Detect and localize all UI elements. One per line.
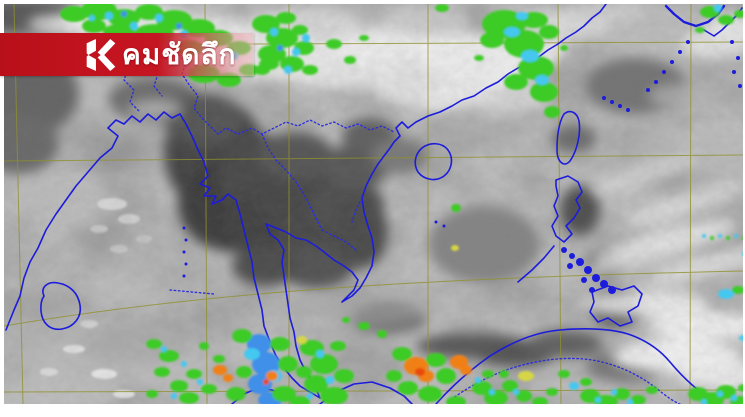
precipitation-layer	[60, 4, 743, 404]
brand-logo-k-icon	[86, 38, 116, 71]
brand-banner: คมชัดลึก	[0, 33, 254, 76]
brand-logo-text: คมชัดลึก	[122, 38, 237, 70]
